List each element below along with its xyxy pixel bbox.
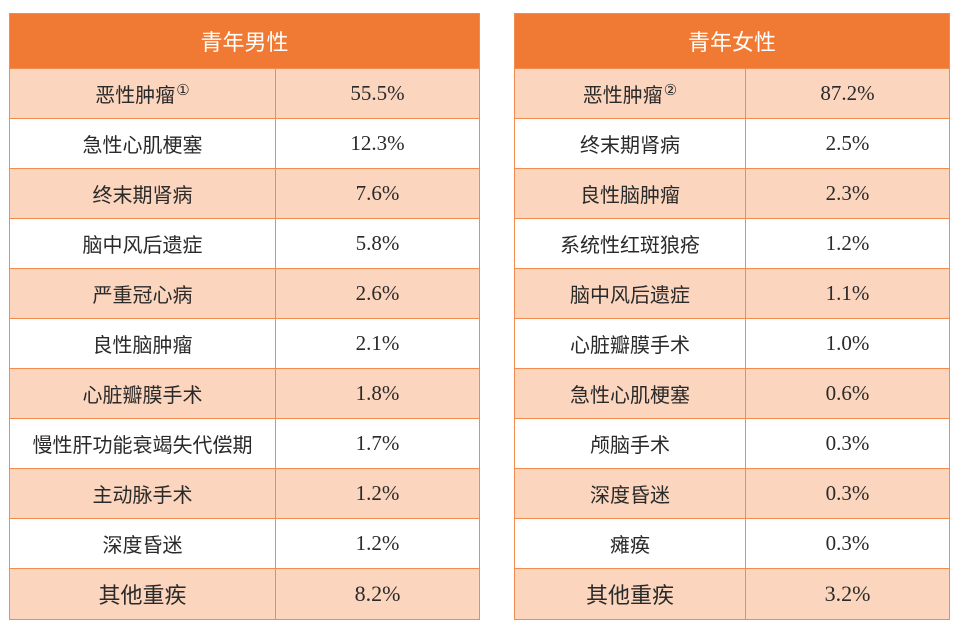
disease-name: 慢性肝功能衰竭失代偿期 [9,418,276,469]
disease-name: 终末期肾病 [514,118,746,169]
disease-name: 其他重疾 [514,568,746,620]
percentage: 2.5% [745,118,950,169]
percentage: 87.2% [745,68,950,119]
table-row: 终末期肾病 7.6% [9,168,480,219]
percentage: 2.6% [275,268,480,319]
table-row: 深度昏迷 1.2% [9,518,480,569]
disease-name: 颅脑手术 [514,418,746,469]
disease-name: 恶性肿瘤② [514,68,746,119]
disease-name: 急性心肌梗塞 [514,368,746,419]
table-row: 严重冠心病 2.6% [9,268,480,319]
table-row: 主动脉手术 1.2% [9,468,480,519]
table-row: 急性心肌梗塞 12.3% [9,118,480,169]
male-table-title: 青年男性 [9,13,480,69]
table-row: 急性心肌梗塞 0.6% [514,368,950,419]
table-row: 深度昏迷 0.3% [514,468,950,519]
percentage: 0.3% [745,468,950,519]
table-row: 系统性红斑狼疮 1.2% [514,218,950,269]
table-row: 慢性肝功能衰竭失代偿期 1.7% [9,418,480,469]
table-row: 恶性肿瘤① 55.5% [9,68,480,119]
disease-name: 心脏瓣膜手术 [9,368,276,419]
table-row: 颅脑手术 0.3% [514,418,950,469]
disease-name: 主动脉手术 [9,468,276,519]
percentage: 1.0% [745,318,950,369]
disease-name: 心脏瓣膜手术 [514,318,746,369]
percentage: 2.3% [745,168,950,219]
table-row: 良性脑肿瘤 2.1% [9,318,480,369]
percentage: 1.7% [275,418,480,469]
percentage: 3.2% [745,568,950,620]
percentage: 12.3% [275,118,480,169]
footnote-marker: ② [663,81,678,99]
disease-name: 恶性肿瘤① [9,68,276,119]
percentage: 2.1% [275,318,480,369]
table-row: 恶性肿瘤② 87.2% [514,68,950,119]
disease-name: 其他重疾 [9,568,276,620]
disease-name: 系统性红斑狼疮 [514,218,746,269]
table-row: 终末期肾病 2.5% [514,118,950,169]
table-row: 脑中风后遗症 1.1% [514,268,950,319]
disease-name: 急性心肌梗塞 [9,118,276,169]
table-row: 脑中风后遗症 5.8% [9,218,480,269]
disease-name: 终末期肾病 [9,168,276,219]
male-table: 青年男性 恶性肿瘤① 55.5% 急性心肌梗塞 12.3% 终末期肾病 7.6%… [9,13,481,620]
table-row: 心脏瓣膜手术 1.8% [9,368,480,419]
table-row: 良性脑肿瘤 2.3% [514,168,950,219]
disease-name: 瘫痪 [514,518,746,569]
table-row: 心脏瓣膜手术 1.0% [514,318,950,369]
percentage: 0.3% [745,418,950,469]
percentage: 1.8% [275,368,480,419]
percentage: 8.2% [275,568,480,620]
disease-name: 脑中风后遗症 [9,218,276,269]
disease-name: 良性脑肿瘤 [514,168,746,219]
percentage: 1.2% [275,468,480,519]
disease-name: 深度昏迷 [514,468,746,519]
percentage: 0.3% [745,518,950,569]
percentage: 0.6% [745,368,950,419]
footnote-marker: ① [176,81,190,99]
table-row: 其他重疾 8.2% [9,568,480,620]
percentage: 1.2% [275,518,480,569]
percentage: 1.2% [745,218,950,269]
female-table-title: 青年女性 [514,13,950,69]
disease-name: 深度昏迷 [9,518,276,569]
percentage: 7.6% [275,168,480,219]
disease-name: 脑中风后遗症 [514,268,746,319]
female-table: 青年女性 恶性肿瘤② 87.2% 终末期肾病 2.5% 良性脑肿瘤 2.3% 系… [514,13,951,620]
percentage: 55.5% [275,68,480,119]
disease-name: 良性脑肿瘤 [9,318,276,369]
disease-name: 严重冠心病 [9,268,276,319]
table-row: 其他重疾 3.2% [514,568,950,620]
percentage: 1.1% [745,268,950,319]
table-row: 瘫痪 0.3% [514,518,950,569]
percentage: 5.8% [275,218,480,269]
